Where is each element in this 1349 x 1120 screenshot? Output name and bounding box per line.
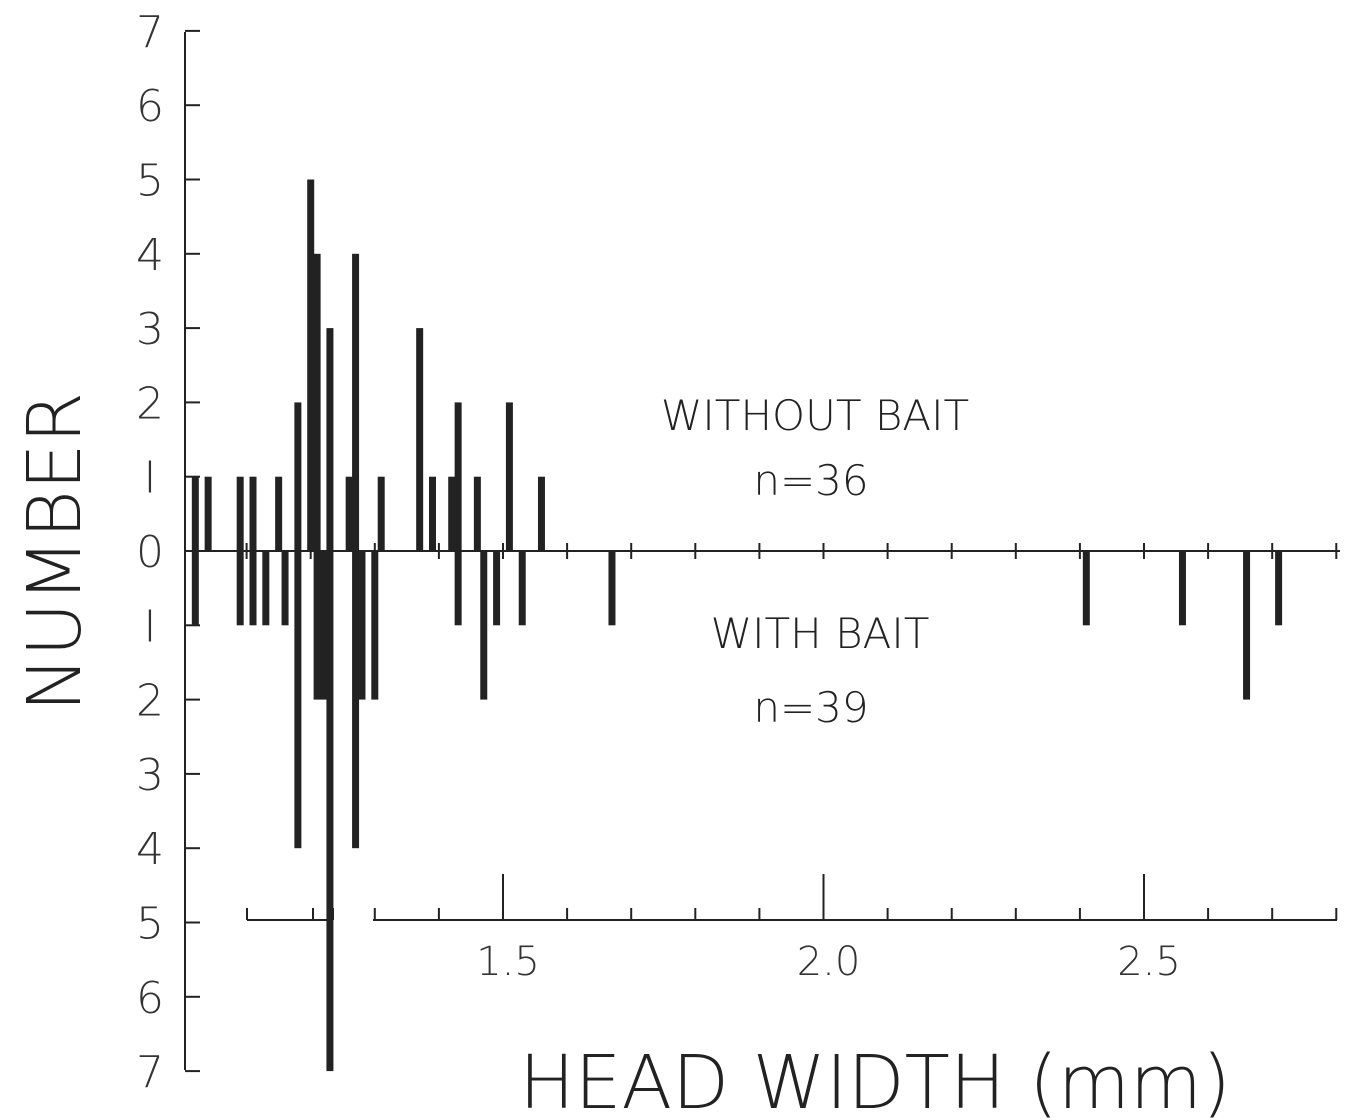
bar-with-bait: [371, 551, 379, 700]
bar-without-bait: [236, 476, 244, 551]
bar-with-bait: [454, 551, 462, 626]
y-tick-label: 7: [136, 1047, 164, 1098]
y-axis-ticks: [185, 29, 200, 1073]
bar-without-bait: [307, 179, 315, 551]
bar-with-bait: [294, 551, 302, 849]
y-tick-label: 6: [136, 81, 164, 132]
bar-with-bait: [1275, 551, 1283, 626]
y-axis-tick-labels: 7 6 5 4 3 2 I 0 I 2 3 4 5 6 7: [136, 7, 164, 1098]
bar-without-bait: [313, 253, 321, 552]
bar-without-bait: [377, 476, 385, 551]
bar-without-bait: [505, 402, 513, 551]
with-bait-bars: [191, 551, 1283, 1072]
x-axis-tick-labels: 1.5 2.0 2.5: [476, 939, 1181, 985]
without-bait-bars: [191, 179, 545, 552]
bar-with-bait: [493, 551, 501, 626]
y-tick-label: 2: [136, 676, 164, 727]
bar-without-bait: [326, 328, 334, 551]
bar-with-bait: [262, 551, 270, 626]
bar-without-bait: [352, 253, 360, 552]
bar-with-bait: [608, 551, 616, 626]
x-axis-title: HEAD WIDTH (mm): [519, 1040, 1231, 1120]
x-tick-label: 2.0: [797, 939, 861, 985]
y-tick-label: 4: [136, 824, 164, 875]
y-axis-title: NUMBER: [12, 392, 98, 712]
bar-with-bait: [480, 551, 488, 700]
zero-baseline-ticks: [245, 543, 1338, 559]
bar-with-bait: [320, 551, 328, 700]
x-axis: [246, 874, 1338, 921]
y-tick-label: 6: [136, 973, 164, 1024]
y-tick-label: 3: [136, 750, 164, 801]
series-count-without-bait: n=36: [753, 456, 868, 505]
bar-with-bait: [191, 551, 199, 626]
x-tick-label: 1.5: [476, 939, 540, 985]
bar-without-bait: [275, 476, 283, 551]
y-tick-label: 2: [136, 378, 164, 429]
bar-with-bait: [518, 551, 526, 626]
y-tick-label: 5: [136, 899, 164, 950]
series-label-with-bait: WITH BAIT: [711, 609, 930, 658]
bar-with-bait: [1082, 551, 1090, 626]
bar-without-bait: [294, 402, 302, 551]
bar-without-bait: [448, 476, 456, 551]
y-tick-label: I: [144, 453, 157, 504]
bar-with-bait: [1178, 551, 1186, 626]
bar-with-bait: [236, 551, 244, 626]
bar-without-bait: [473, 476, 481, 551]
bar-with-bait: [326, 551, 334, 1072]
bar-without-bait: [428, 476, 436, 551]
y-tick-label: 0: [136, 527, 164, 578]
bar-with-bait: [249, 551, 257, 626]
bar-without-bait: [249, 476, 257, 551]
bar-with-bait: [1243, 551, 1251, 700]
bar-without-bait: [537, 476, 545, 551]
bar-with-bait: [352, 551, 360, 849]
y-tick-label: I: [144, 601, 157, 652]
y-tick-label: 4: [136, 230, 164, 281]
series-count-with-bait: n=39: [753, 683, 868, 732]
bar-without-bait: [345, 476, 353, 551]
bar-with-bait: [281, 551, 289, 626]
y-tick-label: 7: [136, 7, 164, 58]
bar-without-bait: [416, 328, 424, 551]
y-tick-label: 5: [136, 156, 164, 207]
series-label-without-bait: WITHOUT BAIT: [661, 391, 969, 440]
bar-without-bait: [191, 476, 199, 551]
bar-without-bait: [454, 402, 462, 551]
bar-without-bait: [204, 476, 212, 551]
bar-with-bait: [313, 551, 321, 700]
y-tick-label: 3: [136, 304, 164, 355]
x-tick-label: 2.5: [1117, 939, 1181, 985]
bar-with-bait: [358, 551, 366, 700]
